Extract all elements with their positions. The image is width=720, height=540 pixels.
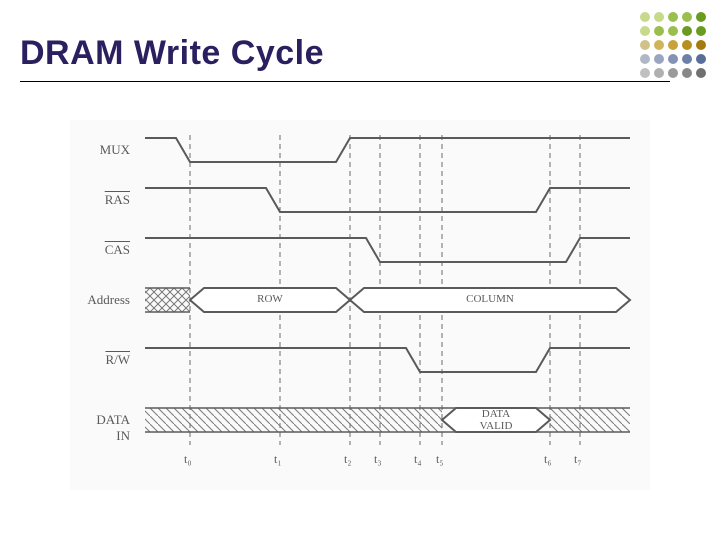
time-label-t2: t₂: [344, 452, 352, 467]
dot: [668, 40, 678, 50]
dot: [668, 54, 678, 64]
decorative-dots: [640, 12, 708, 80]
dot: [682, 68, 692, 78]
dot: [696, 40, 706, 50]
page-title: DRAM Write Cycle: [20, 34, 324, 72]
timing-svg: [70, 120, 650, 490]
dot: [696, 26, 706, 36]
title-bar: DRAM Write Cycle: [20, 34, 670, 82]
dot: [654, 54, 664, 64]
dot: [640, 26, 650, 36]
dot: [696, 68, 706, 78]
dot: [696, 12, 706, 22]
dot: [640, 12, 650, 22]
signal-label-datain: DATAIN: [70, 412, 130, 444]
dot: [640, 54, 650, 64]
bus-label: ROW: [235, 293, 305, 305]
signal-label-ras: RAS: [70, 192, 130, 208]
dot: [668, 26, 678, 36]
dot: [682, 54, 692, 64]
signal-label-mux: MUX: [70, 142, 130, 158]
dot: [640, 68, 650, 78]
dot: [668, 68, 678, 78]
signal-label-address: Address: [70, 292, 130, 308]
signal-label-rw: R/W: [70, 352, 130, 368]
time-label-t7: t₇: [574, 452, 582, 467]
dot: [696, 54, 706, 64]
time-label-t4: t₄: [414, 452, 422, 467]
bus-label: DATAVALID: [461, 408, 531, 432]
dot: [654, 26, 664, 36]
time-label-t5: t₅: [436, 452, 444, 467]
timing-diagram: MUX RAS CAS Address R/W DATAIN ROW COLUMN DATAVA…: [70, 120, 650, 490]
time-label-t6: t₆: [544, 452, 552, 467]
dot: [654, 68, 664, 78]
bus-label: COLUMN: [455, 293, 525, 305]
dot: [682, 12, 692, 22]
signal-label-cas: CAS: [70, 242, 130, 258]
time-label-t1: t₁: [274, 452, 282, 467]
dot: [640, 40, 650, 50]
dot: [682, 26, 692, 36]
time-label-t3: t₃: [374, 452, 382, 467]
dot: [668, 12, 678, 22]
dot: [682, 40, 692, 50]
dot: [654, 12, 664, 22]
dot: [654, 40, 664, 50]
time-label-t0: t₀: [184, 452, 192, 467]
